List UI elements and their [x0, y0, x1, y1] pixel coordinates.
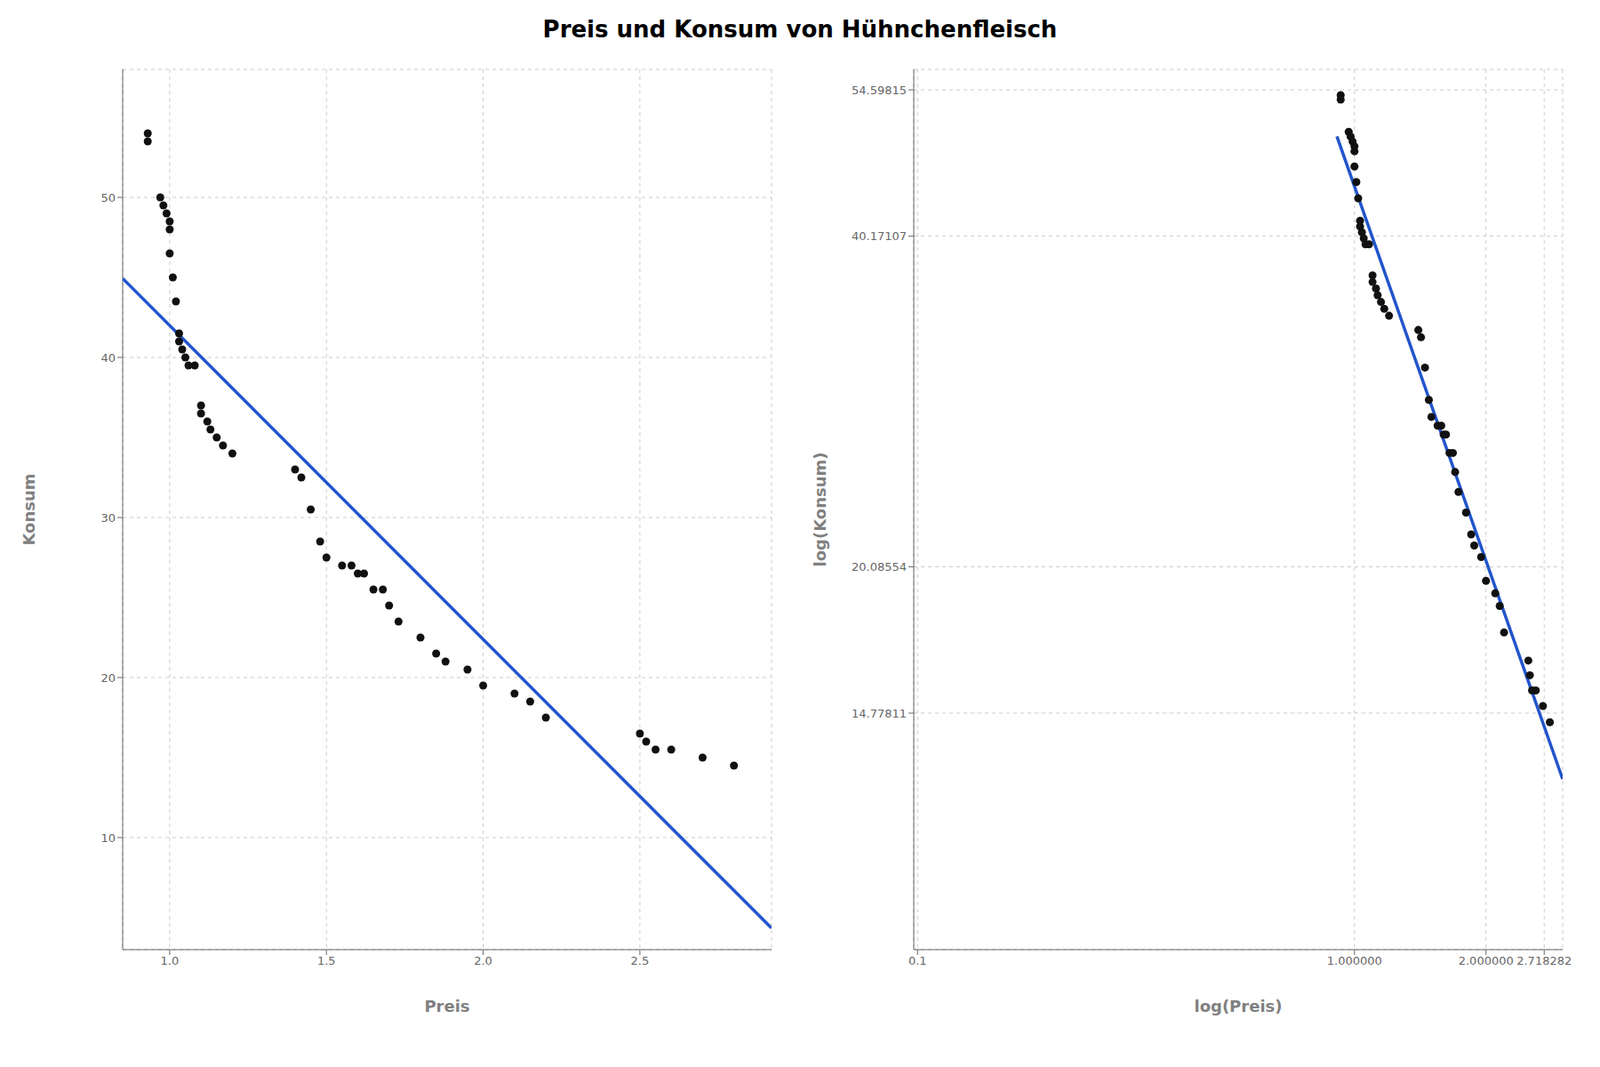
- svg-text:54.59815: 54.59815: [851, 83, 907, 97]
- svg-text:2.718282: 2.718282: [1516, 953, 1572, 968]
- svg-text:1.000000: 1.000000: [1327, 953, 1383, 968]
- svg-text:2.5: 2.5: [631, 953, 650, 968]
- svg-text:14.77811: 14.77811: [851, 706, 907, 720]
- svg-text:1.0: 1.0: [160, 953, 180, 968]
- svg-text:2.000000: 2.000000: [1458, 953, 1514, 968]
- svg-text:Konsum: Konsum: [19, 472, 39, 545]
- svg-text:log(Konsum): log(Konsum): [810, 452, 830, 568]
- svg-text:2.0: 2.0: [473, 953, 493, 968]
- svg-text:40: 40: [100, 351, 116, 365]
- html-text:Preis und Konsum von Hühnchenf: Preis und Konsum von Hühnchenfleisch: [542, 16, 1058, 43]
- svg-text:log(Preis): log(Preis): [1193, 996, 1282, 1016]
- svg-text:10: 10: [100, 831, 116, 845]
- svg-text:50: 50: [100, 191, 116, 205]
- svg-text:20.08554: 20.08554: [851, 560, 907, 574]
- svg-text:30: 30: [100, 511, 116, 525]
- svg-text:20: 20: [100, 671, 116, 685]
- svg-text:Preis: Preis: [424, 996, 470, 1016]
- svg-text:0.1: 0.1: [908, 953, 928, 968]
- svg-text:1.5: 1.5: [317, 953, 336, 968]
- svg-text:40.17107: 40.17107: [851, 229, 907, 243]
